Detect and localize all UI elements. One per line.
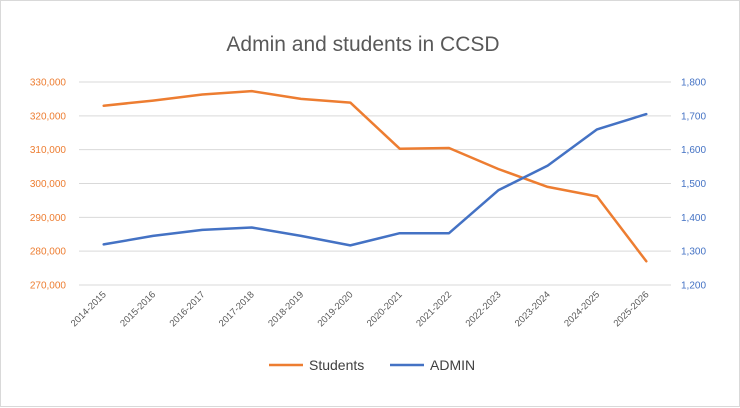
right-tick-label: 1,400	[681, 213, 706, 224]
x-axis-ticks: 2014-2015 2015-2016 2016-2017 2017-2018 2018…	[69, 289, 652, 329]
x-tick-label: 2022-2023	[464, 289, 504, 329]
data-point-students	[398, 147, 402, 151]
data-point-students	[151, 99, 155, 103]
legend-label-students: Students	[309, 357, 364, 373]
x-tick-label: 2023-2024	[513, 289, 553, 329]
right-axis-ticks: 1,200 1,300 1,400 1,500 1,600 1,700 1,800	[681, 78, 706, 292]
data-point-admin	[200, 228, 204, 232]
data-point-admin	[595, 127, 599, 131]
left-tick-label: 320,000	[30, 111, 67, 122]
legend: Students ADMIN	[269, 357, 475, 373]
x-tick-label: 2024-2025	[562, 289, 602, 329]
data-point-students	[644, 259, 648, 263]
x-tick-label: 2016-2017	[168, 289, 208, 329]
data-point-students	[200, 93, 204, 97]
data-point-admin	[546, 164, 550, 168]
data-point-students	[348, 101, 352, 105]
x-tick-label: 2017-2018	[217, 289, 257, 329]
left-tick-label: 300,000	[30, 179, 67, 190]
data-point-students	[102, 104, 106, 108]
data-point-students	[299, 97, 303, 101]
series-line-students	[102, 89, 648, 263]
data-point-students	[496, 167, 500, 171]
chart-title: Admin and students in CCSD	[226, 33, 499, 56]
right-tick-label: 1,700	[681, 111, 706, 122]
data-point-admin	[102, 242, 106, 246]
left-tick-label: 310,000	[30, 145, 67, 156]
data-point-admin	[644, 112, 648, 116]
left-axis-ticks: 270,000 280,000 290,000 300,000 310,000 320,0…	[30, 78, 67, 292]
gridlines	[79, 81, 671, 286]
data-point-students	[595, 194, 599, 198]
right-tick-label: 1,800	[681, 78, 706, 89]
data-point-admin	[151, 234, 155, 238]
x-tick-label: 2025-2026	[612, 289, 652, 329]
data-point-admin	[496, 188, 500, 192]
left-tick-label: 290,000	[30, 213, 67, 224]
right-tick-label: 1,600	[681, 145, 706, 156]
legend-label-admin: ADMIN	[430, 357, 475, 373]
series-lines	[102, 89, 648, 263]
data-point-admin	[398, 231, 402, 235]
data-point-students	[546, 185, 550, 189]
x-tick-label: 2014-2015	[69, 289, 109, 329]
right-tick-label: 1,200	[681, 281, 706, 292]
right-tick-label: 1,500	[681, 179, 706, 190]
left-tick-label: 330,000	[30, 78, 67, 89]
x-tick-label: 2020-2021	[365, 289, 405, 329]
left-tick-label: 280,000	[30, 247, 67, 258]
x-tick-label: 2018-2019	[266, 289, 306, 329]
data-point-students	[250, 89, 254, 93]
data-point-admin	[447, 231, 451, 235]
data-point-students	[447, 146, 451, 150]
right-tick-label: 1,300	[681, 247, 706, 258]
x-tick-label: 2015-2016	[118, 289, 158, 329]
x-tick-label: 2019-2020	[316, 289, 356, 329]
data-point-admin	[299, 234, 303, 238]
series-line-admin	[102, 112, 648, 247]
left-tick-label: 270,000	[30, 281, 67, 292]
x-tick-label: 2021-2022	[414, 289, 454, 329]
data-point-admin	[348, 243, 352, 247]
data-point-admin	[250, 226, 254, 230]
